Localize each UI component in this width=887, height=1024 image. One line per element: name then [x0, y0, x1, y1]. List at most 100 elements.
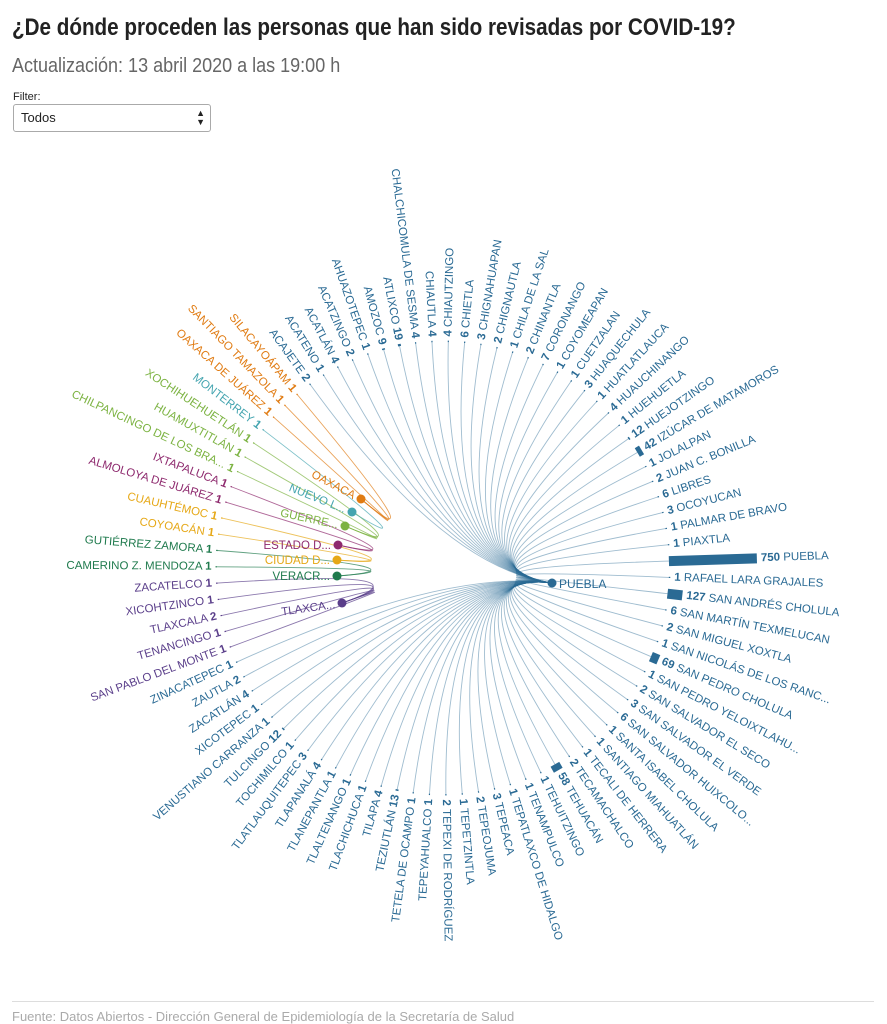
link-tlaltenango [350, 581, 553, 775]
node-name: ZACATELCO [134, 578, 206, 595]
link-ahuazotepec [367, 354, 553, 584]
node-label-chietla: 6 CHIETLA [459, 279, 477, 338]
node-value: 4 [327, 354, 341, 366]
bar-tlatlauquitepec [307, 749, 309, 752]
link-tlachichuca [365, 581, 553, 781]
bar-venustiano-carranza [271, 716, 273, 718]
bar-coronango [542, 363, 544, 366]
bar-oaxaca-de-juarez [272, 416, 275, 419]
node-value: 1 [233, 446, 245, 460]
link-chiautzingo [447, 342, 553, 584]
bar-san-pedro-yeloixtlahu [643, 670, 646, 673]
bar-tepeyahualco [428, 793, 431, 796]
bar-libres [657, 495, 660, 498]
link-san-pedro-yeloixtlahu [513, 580, 645, 672]
link-chignahuapan [470, 345, 553, 584]
node-label-tepexi-de-rodriguez: 2 TEPEXI DE RODRÍGUEZ [440, 799, 455, 941]
bar-tenampulco [524, 778, 527, 781]
node-name: PUEBLA [783, 550, 829, 563]
bar-chignahuapan [480, 343, 482, 346]
link-rafael-lara-grajales [516, 573, 669, 584]
link-chiautla [431, 342, 553, 584]
node-value: 2 [524, 342, 539, 355]
bar-monterrey [262, 428, 265, 431]
bar-huauchinango [607, 412, 610, 414]
footer-divider [12, 1001, 874, 1002]
filter-dropdown[interactable]: Todos ▲ ▼ [13, 104, 211, 132]
node-value: 1 [406, 796, 419, 805]
node-value: 1 [218, 643, 229, 657]
node-name: CHIETLA [460, 279, 477, 329]
bar-xicotepec [260, 703, 263, 706]
link-chilpancingo-de-los-bra [238, 471, 377, 540]
link-san-salvador-el-seco [512, 580, 637, 686]
bar-tehuacan [550, 761, 563, 773]
hub-dot-veracruz [332, 571, 342, 581]
bar-tlaltenango [349, 774, 352, 776]
bar-tenancingo [224, 630, 227, 633]
link-tlatlauquitepec [308, 581, 553, 750]
link-san-salvador-el-verde [511, 581, 628, 700]
link-tilapa [380, 581, 553, 786]
bar-san-andres-cholula [666, 588, 683, 601]
hub-label-ciudad-de-mexico: CIUDAD D... [265, 555, 330, 567]
hub-label-puebla: PUEBLA [559, 577, 606, 591]
bar-cuetzalan [570, 380, 573, 382]
page-title: ¿De dónde proceden las personas que han … [12, 14, 736, 41]
node-value: 6 [459, 327, 472, 338]
node-value: 1 [356, 783, 370, 794]
bar-san-martin-texmelucan [664, 609, 667, 611]
bar-huejotzingo [627, 436, 631, 441]
node-value: 1 [205, 561, 212, 573]
hub-dot-puebla [547, 578, 557, 588]
bar-huatlatlauca [595, 400, 598, 403]
link-palmar-de-bravo [515, 528, 666, 584]
node-name: TEPEYAHUALCO [417, 805, 435, 901]
bar-zacatlan [251, 689, 254, 692]
node-label-piaxtla: 1 PIAXTLA [673, 532, 731, 550]
bar-tecamachalco [568, 755, 571, 758]
link-coronango [494, 365, 553, 584]
node-value: 2 [343, 347, 357, 358]
link-chinantla [490, 358, 553, 584]
bar-san-salvador-el-seco [635, 685, 638, 687]
link-libres [514, 496, 658, 584]
bar-tlachichuca [364, 780, 367, 783]
link-huauchinango [508, 413, 609, 584]
node-value: 1 [210, 510, 219, 523]
link-tepeyahualco [429, 581, 553, 794]
hub-dot-ciudad-de-mexico [332, 555, 342, 565]
node-value: 13 [388, 793, 402, 808]
bar-acateno [322, 374, 325, 377]
link-tepexi-de-rodriguez [445, 581, 553, 795]
bar-almoloya-de-juarez [225, 501, 227, 503]
node-label-tepeyahualco: TEPEYAHUALCO 1 [417, 798, 435, 901]
link-san-pablo-del-monte [230, 591, 375, 648]
node-label-rafael-lara-grajales: 1 RAFAEL LARA GRAJALES [674, 572, 824, 590]
node-value: 1 [224, 658, 235, 672]
node-value: 7 [540, 349, 555, 363]
bar-chiautla [431, 340, 433, 343]
link-chietla [460, 342, 553, 584]
bar-santiago-miahuatlan [594, 735, 596, 738]
bar-puebla [668, 553, 758, 567]
bar-san-salvador-huixcolo [616, 711, 619, 714]
link-san-pedro-cholula [514, 580, 652, 658]
node-name: ATLIXCO [380, 276, 402, 329]
bar-santa-isabel-cholula [605, 723, 608, 726]
bar-ocoyucan [661, 511, 664, 514]
bar-tochimilco [294, 739, 297, 742]
dropdown-arrows-icon: ▲ ▼ [196, 108, 205, 127]
hub-dot-estado-de-mexico [333, 540, 343, 550]
link-xochihuehuetlan [254, 443, 379, 537]
node-value: 1 [522, 781, 537, 794]
link-cuetzalan [501, 381, 572, 584]
bar-zinacatepec [235, 661, 238, 663]
node-value: 4 [425, 330, 437, 338]
link-tepatlaxco-de-hidalgo [484, 581, 553, 784]
node-value: 4 [408, 331, 421, 339]
node-name: TEPEOJUMA [475, 805, 498, 877]
node-label-chiautla: CHIAUTLA 4 [422, 271, 437, 338]
link-ixtapaluca [231, 486, 374, 551]
